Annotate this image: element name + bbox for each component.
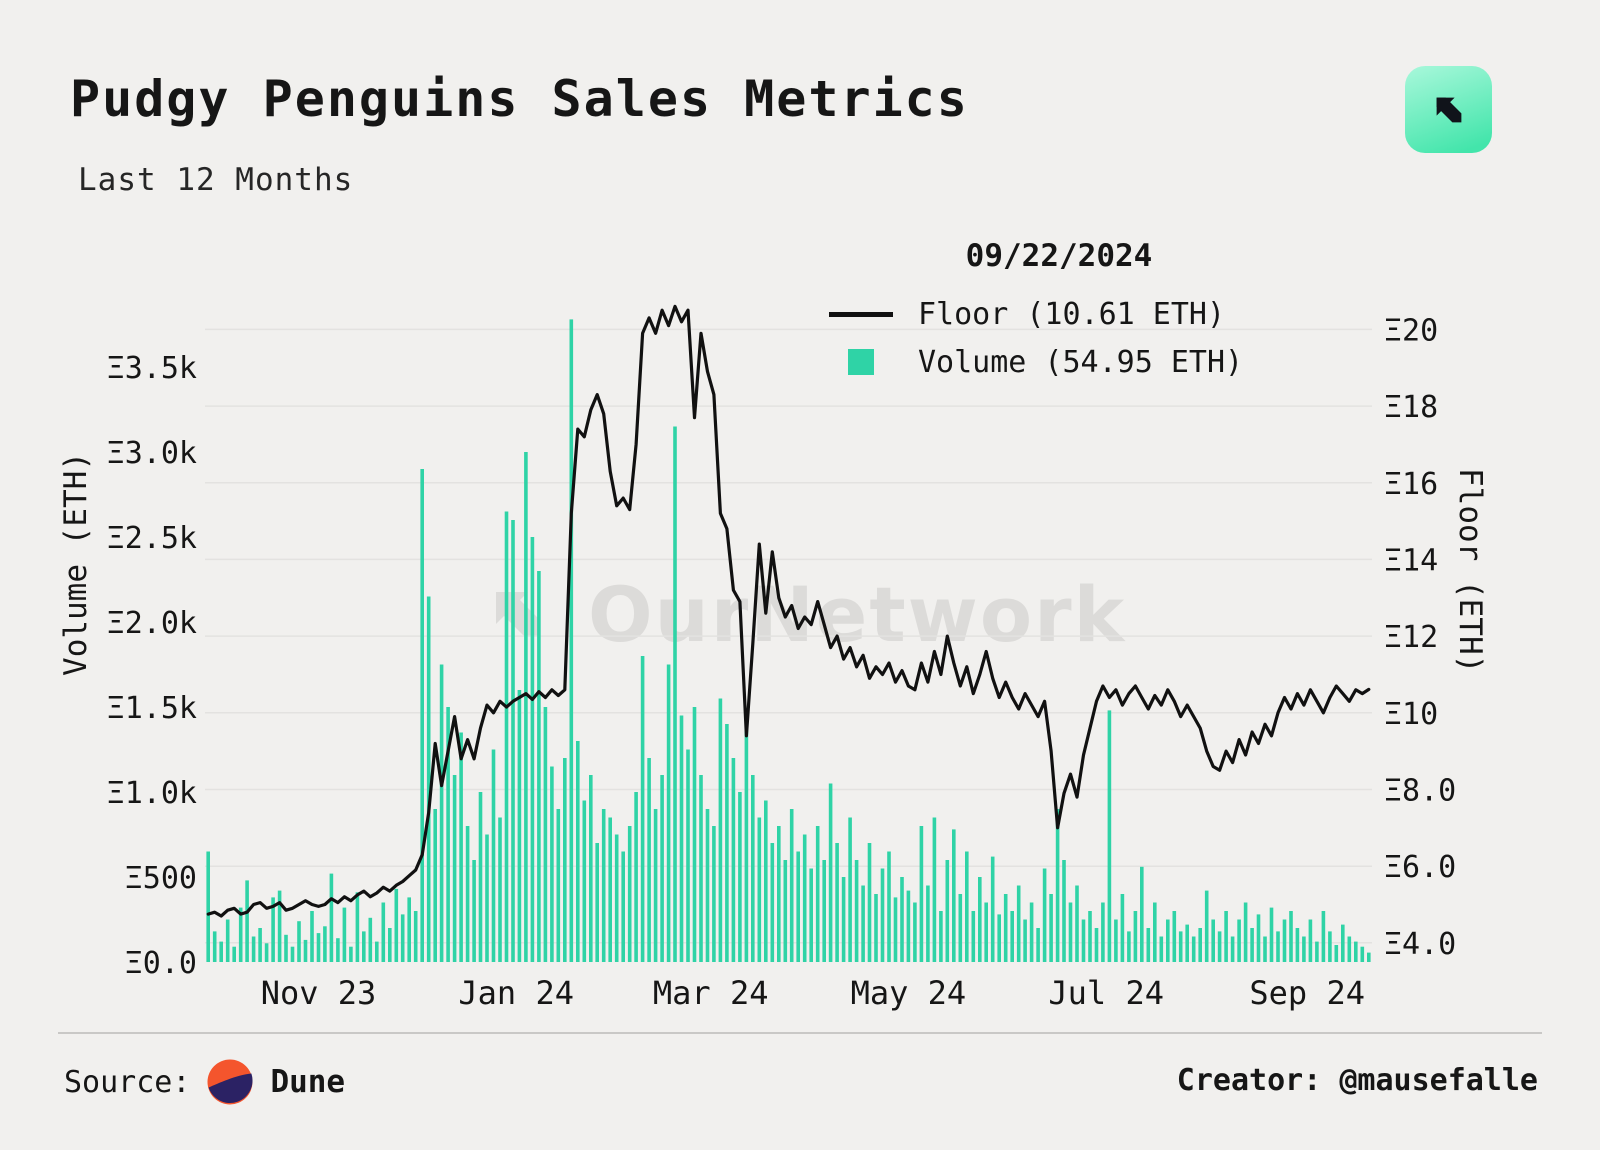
- floor-axis-tick-labels: Ξ4.0 Ξ6.0 Ξ8.0 Ξ10 Ξ12 Ξ14 Ξ16 Ξ18 Ξ20: [1384, 313, 1456, 961]
- grid-lines: [205, 328, 1372, 944]
- svg-text:Ξ10: Ξ10: [1384, 697, 1438, 732]
- svg-text:Nov 23: Nov 23: [261, 974, 377, 1012]
- svg-text:Ξ14: Ξ14: [1384, 543, 1438, 578]
- svg-text:Ξ500: Ξ500: [125, 861, 197, 896]
- svg-text:Ξ1.0k: Ξ1.0k: [107, 776, 197, 811]
- svg-text:Ξ4.0: Ξ4.0: [1384, 927, 1456, 962]
- svg-text:Ξ0.0: Ξ0.0: [125, 946, 197, 981]
- volume-bar-swatch: [848, 349, 874, 375]
- footer-creator: Creator: @mausefalle: [1176, 1063, 1538, 1098]
- legend-volume-row: Volume (54.95 ETH): [824, 338, 1294, 386]
- volume-axis-title: Volume (ETH): [58, 452, 94, 676]
- svg-text:Sep 24: Sep 24: [1249, 974, 1365, 1012]
- source-label: Source:: [64, 1064, 191, 1100]
- chart-legend: 09/22/2024 Floor (10.61 ETH) Volume (54.…: [824, 238, 1294, 386]
- svg-text:Ξ16: Ξ16: [1384, 467, 1438, 502]
- svg-text:May 24: May 24: [851, 974, 967, 1012]
- floor-swatch-wrap: [824, 311, 898, 317]
- svg-text:Jan 24: Jan 24: [458, 974, 574, 1012]
- svg-text:Ξ12: Ξ12: [1384, 620, 1438, 655]
- footer-source: Source: Dune: [64, 1058, 345, 1106]
- x-axis-tick-labels: Nov 23 Jan 24 Mar 24 May 24 Jul 24 Sep 24: [261, 974, 1365, 1012]
- ournetwork-logo: [1405, 66, 1492, 153]
- legend-volume-label: Volume (54.95 ETH): [918, 344, 1244, 380]
- ournetwork-logo-icon: [1436, 97, 1461, 122]
- legend-floor-label: Floor (10.61 ETH): [918, 296, 1226, 332]
- floor-axis-title: Floor (ETH): [1452, 468, 1488, 674]
- svg-text:Ξ18: Ξ18: [1384, 390, 1438, 425]
- volume-axis-tick-labels: Ξ0.0 Ξ500 Ξ1.0k Ξ1.5k Ξ2.0k Ξ2.5k Ξ3.0k Ξ3.5k: [107, 351, 197, 981]
- volume-swatch-wrap: [824, 349, 898, 375]
- svg-text:Ξ20: Ξ20: [1384, 313, 1438, 348]
- svg-text:Ξ6.0: Ξ6.0: [1384, 850, 1456, 885]
- svg-text:Ξ2.0k: Ξ2.0k: [107, 606, 197, 641]
- watermark-text: OurNetwork: [588, 569, 1127, 659]
- footer-divider: [58, 1032, 1542, 1034]
- floor-line: [206, 304, 1371, 918]
- page-subtitle: Last 12 Months: [78, 162, 354, 198]
- svg-text:Ξ3.5k: Ξ3.5k: [107, 351, 197, 386]
- page-title: Pudgy Penguins Sales Metrics: [70, 70, 969, 128]
- svg-text:Mar 24: Mar 24: [653, 974, 769, 1012]
- volume-bars: [206, 319, 1371, 962]
- svg-text:Ξ8.0: Ξ8.0: [1384, 774, 1456, 809]
- source-name: Dune: [270, 1064, 346, 1100]
- legend-floor-row: Floor (10.61 ETH): [824, 290, 1294, 338]
- svg-text:Ξ1.5k: Ξ1.5k: [107, 691, 197, 726]
- svg-text:Jul 24: Jul 24: [1048, 974, 1164, 1012]
- dune-logo-icon: [207, 1059, 253, 1105]
- svg-text:Ξ3.0k: Ξ3.0k: [107, 436, 197, 471]
- legend-date: 09/22/2024: [965, 238, 1153, 274]
- watermark: OurNetwork: [470, 566, 1126, 662]
- floor-line-swatch: [829, 311, 893, 317]
- svg-text:Ξ2.5k: Ξ2.5k: [107, 521, 197, 556]
